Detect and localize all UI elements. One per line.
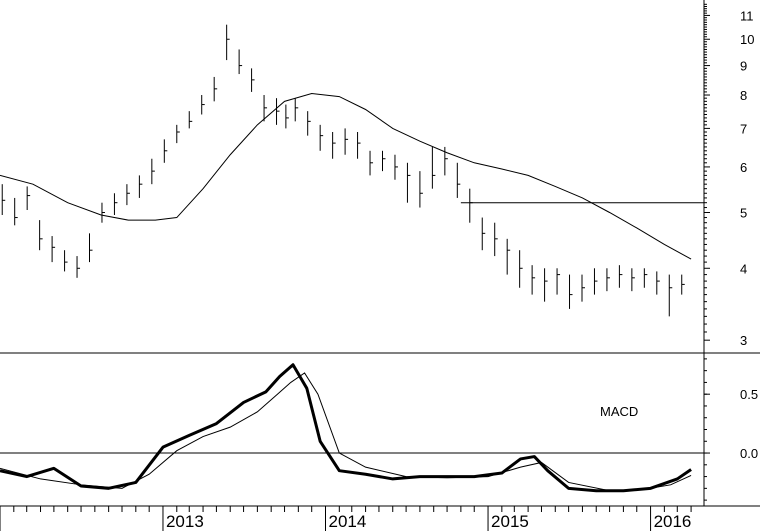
year-label: 2016 — [654, 512, 692, 531]
price-tick-label: 3 — [740, 333, 747, 348]
price-panel — [0, 24, 704, 317]
price-tick-label: 7 — [740, 121, 747, 136]
price-tick-label: 4 — [740, 261, 747, 276]
macd-tick-label: 0.5 — [740, 387, 758, 402]
year-label: 2013 — [166, 512, 204, 531]
year-label: 2015 — [491, 512, 529, 531]
price-tick-label: 5 — [740, 205, 747, 220]
macd-panel: MACD — [0, 363, 704, 493]
macd-tick-label: 0.0 — [740, 446, 758, 461]
moving-average-line — [0, 92, 692, 260]
price-tick-label: 9 — [740, 59, 747, 74]
price-tick-label: 8 — [740, 88, 747, 103]
price-tick-label: 6 — [740, 160, 747, 175]
macd-label: MACD — [600, 404, 638, 419]
macd-signal-line — [0, 372, 692, 492]
macd-line — [0, 363, 692, 493]
year-label: 2014 — [329, 512, 367, 531]
price-tick-label: 11 — [740, 8, 754, 23]
price-tick-label: 10 — [740, 32, 754, 47]
